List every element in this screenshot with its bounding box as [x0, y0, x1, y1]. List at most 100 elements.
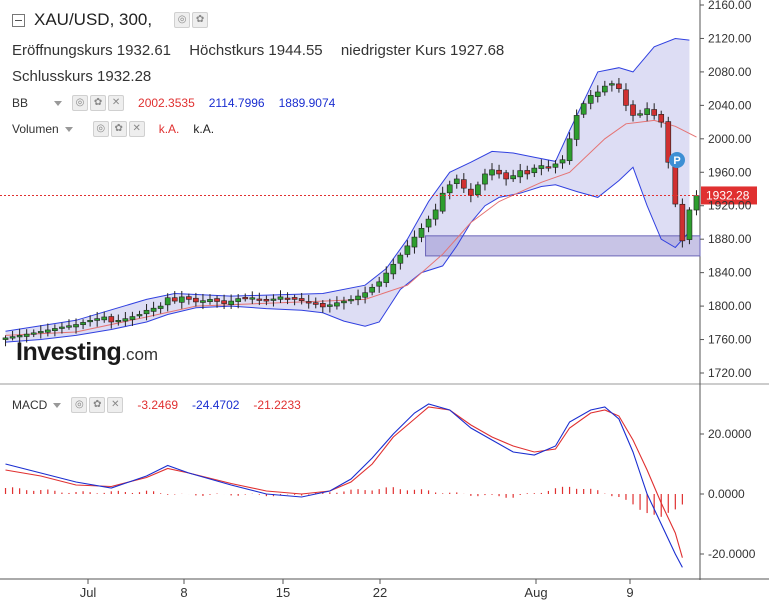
price-tick-label: 1920.00: [708, 199, 752, 213]
candle: [679, 198, 686, 248]
candle: [291, 294, 298, 306]
bb-settings-icon[interactable]: ✿: [90, 95, 107, 111]
candle-body: [693, 195, 700, 211]
candle: [538, 159, 545, 176]
candle-body: [630, 104, 636, 116]
macd-dropdown-icon[interactable]: [53, 402, 62, 408]
candle: [115, 314, 122, 326]
candle: [94, 311, 101, 327]
candle-body: [453, 178, 460, 184]
low-value: 1927.68: [450, 42, 505, 59]
candle-body: [376, 281, 383, 287]
low-label: niedrigster Kurs: [340, 42, 446, 59]
macd-visibility-icon[interactable]: ◎: [71, 397, 88, 413]
volume-visibility-icon[interactable]: ◎: [92, 121, 109, 137]
candle: [171, 291, 178, 304]
candle: [545, 160, 552, 172]
candle-body: [186, 296, 192, 300]
bb-indicator-row: BB ◎ ✿ ✕ 2002.3535 2114.7996 1889.9074: [12, 95, 335, 111]
candle: [122, 312, 129, 327]
candle: [460, 173, 467, 194]
candle-body: [291, 297, 298, 300]
candle-body: [312, 302, 319, 305]
high-value: 1944.55: [268, 42, 323, 59]
bb-lower-line: [5, 166, 690, 343]
bb-dropdown-icon[interactable]: [54, 100, 63, 106]
candle: [686, 207, 693, 245]
volume-dropdown-icon[interactable]: [64, 126, 73, 132]
macd-close-icon[interactable]: ✕: [107, 397, 124, 413]
candle-body: [87, 320, 93, 323]
candle-body: [284, 297, 291, 300]
candle: [587, 90, 594, 110]
candle: [9, 330, 16, 341]
candle-body: [334, 302, 340, 307]
candle-body: [460, 179, 467, 189]
candle: [616, 77, 622, 93]
candle-body: [235, 298, 242, 302]
settings-icon[interactable]: ✿: [192, 12, 209, 28]
bb-visibility-icon[interactable]: ◎: [72, 95, 89, 111]
candle-body: [580, 103, 587, 115]
candle-body: [249, 297, 256, 300]
price-tick-label: 1720.00: [708, 366, 752, 380]
alert-marker-label: P: [673, 155, 680, 167]
close-legend: Schlusskurs 1932.28: [12, 68, 165, 85]
candle: [164, 293, 171, 312]
candle-body: [538, 165, 545, 169]
candle-body: [637, 113, 643, 116]
candle: [249, 291, 256, 305]
candle-body: [545, 166, 552, 169]
candle: [411, 230, 418, 254]
candle: [312, 297, 319, 309]
candle-body: [305, 301, 312, 304]
candle-body: [9, 336, 16, 339]
candle-body: [101, 316, 108, 321]
candle: [432, 203, 439, 226]
volume-indicator-row: Volumen ◎ ✿ ✕ k.A. k.A.: [12, 121, 214, 137]
candle-body: [171, 297, 178, 302]
candle-body: [362, 292, 368, 298]
candle: [207, 294, 213, 305]
ohlc-legend: Eröffnungskurs 1932.61 Höchstkurs 1944.5…: [12, 42, 518, 59]
macd-line-value: -24.4702: [192, 398, 240, 412]
volume-settings-icon[interactable]: ✿: [110, 121, 127, 137]
volume-name: Volumen: [12, 122, 59, 136]
volume-close-icon[interactable]: ✕: [128, 121, 145, 137]
candle-body: [658, 114, 665, 123]
candle-body: [489, 169, 495, 176]
candle: [52, 324, 58, 337]
candle: [228, 294, 234, 310]
candle: [16, 328, 23, 343]
visibility-icon[interactable]: ◎: [174, 12, 191, 28]
candle-body: [587, 95, 594, 104]
candle: [334, 296, 340, 310]
candle: [390, 258, 397, 280]
candle-body: [679, 203, 686, 242]
candle: [397, 252, 404, 270]
candle-body: [263, 299, 270, 302]
candle-body: [552, 163, 559, 168]
macd-value: -3.2469: [137, 398, 179, 412]
candle: [524, 165, 531, 180]
candle-body: [623, 89, 629, 106]
candle: [305, 294, 312, 309]
candle: [566, 132, 573, 165]
candle: [637, 109, 643, 118]
candle-body: [369, 286, 375, 293]
candle-body: [73, 324, 79, 328]
bb-close-icon[interactable]: ✕: [108, 95, 125, 111]
macd-tick-label: 20.0000: [708, 427, 752, 441]
candle: [136, 310, 143, 319]
candle-body: [418, 228, 425, 238]
price-tick-label: 1760.00: [708, 333, 752, 347]
macd-settings-icon[interactable]: ✿: [89, 397, 106, 413]
candle: [601, 80, 608, 96]
open-value: 1932.61: [116, 42, 172, 59]
macd-tick-label: 0.0000: [708, 487, 745, 501]
collapse-icon[interactable]: [12, 13, 25, 27]
macd-signal-value: -21.2233: [253, 398, 301, 412]
candle-body: [157, 305, 164, 309]
